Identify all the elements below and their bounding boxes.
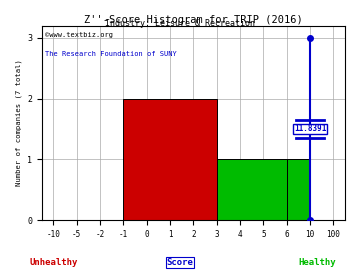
- Y-axis label: Number of companies (7 total): Number of companies (7 total): [15, 59, 22, 186]
- Bar: [217, 159, 287, 220]
- Text: Industry: Leisure & Recreation: Industry: Leisure & Recreation: [105, 19, 255, 28]
- Text: 11.8391: 11.8391: [294, 124, 326, 133]
- Bar: [123, 99, 217, 220]
- Bar: [287, 159, 310, 220]
- Text: The Research Foundation of SUNY: The Research Foundation of SUNY: [45, 51, 176, 57]
- Text: Score: Score: [167, 258, 193, 267]
- Title: Z''-Score Histogram for TRIP (2016): Z''-Score Histogram for TRIP (2016): [84, 15, 303, 25]
- Text: Unhealthy: Unhealthy: [30, 258, 78, 267]
- Text: Healthy: Healthy: [298, 258, 336, 267]
- Text: ©www.textbiz.org: ©www.textbiz.org: [45, 32, 113, 38]
